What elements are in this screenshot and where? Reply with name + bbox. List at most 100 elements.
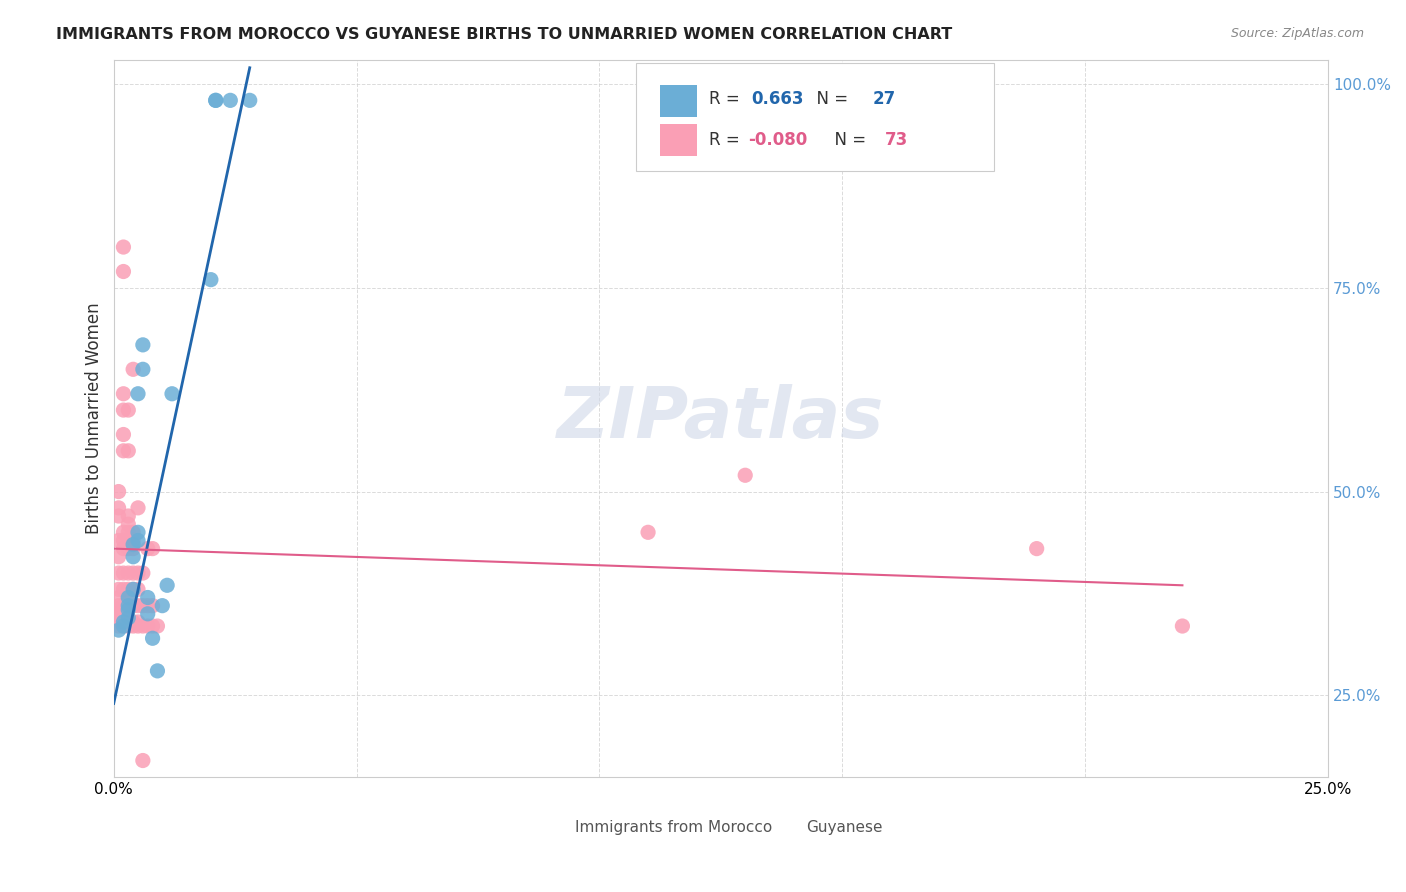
Point bbox=[117, 566, 139, 580]
Point bbox=[112, 533, 135, 548]
Point bbox=[142, 599, 165, 613]
Point bbox=[112, 443, 135, 458]
Point bbox=[142, 619, 165, 633]
Point bbox=[117, 615, 139, 629]
Point bbox=[734, 468, 756, 483]
Point bbox=[122, 362, 145, 376]
Text: IMMIGRANTS FROM MOROCCO VS GUYANESE BIRTHS TO UNMARRIED WOMEN CORRELATION CHART: IMMIGRANTS FROM MOROCCO VS GUYANESE BIRT… bbox=[56, 27, 952, 42]
Point bbox=[117, 508, 139, 523]
Point bbox=[136, 607, 159, 621]
Text: N =: N = bbox=[824, 131, 872, 149]
Point bbox=[132, 754, 155, 768]
Point bbox=[107, 533, 129, 548]
Text: 0.663: 0.663 bbox=[751, 90, 804, 108]
Point bbox=[117, 591, 139, 605]
Point bbox=[637, 525, 659, 540]
Point bbox=[117, 582, 139, 597]
Point bbox=[117, 603, 139, 617]
Point bbox=[112, 240, 135, 254]
Point bbox=[112, 525, 135, 540]
Point bbox=[122, 582, 145, 597]
Point bbox=[122, 582, 145, 597]
Point bbox=[146, 619, 169, 633]
FancyBboxPatch shape bbox=[661, 124, 696, 156]
Point bbox=[142, 632, 165, 646]
Point bbox=[112, 599, 135, 613]
Point bbox=[112, 264, 135, 278]
Point bbox=[122, 525, 145, 540]
Point bbox=[107, 623, 129, 637]
Point bbox=[127, 500, 149, 515]
Text: R =: R = bbox=[709, 131, 745, 149]
Point bbox=[136, 591, 159, 605]
Point bbox=[132, 619, 155, 633]
Point bbox=[239, 94, 262, 108]
Point bbox=[112, 541, 135, 556]
Point bbox=[117, 541, 139, 556]
Point bbox=[219, 94, 242, 108]
Point bbox=[122, 599, 145, 613]
Point bbox=[127, 615, 149, 629]
Point bbox=[117, 517, 139, 532]
Point bbox=[136, 541, 159, 556]
Point bbox=[117, 599, 139, 613]
Point bbox=[112, 615, 135, 629]
FancyBboxPatch shape bbox=[661, 85, 696, 117]
Text: R =: R = bbox=[709, 90, 749, 108]
Point bbox=[117, 599, 139, 613]
Point bbox=[107, 607, 129, 621]
Point bbox=[112, 607, 135, 621]
Point bbox=[132, 599, 155, 613]
Text: N =: N = bbox=[806, 90, 853, 108]
Point bbox=[107, 603, 129, 617]
Point bbox=[122, 533, 145, 548]
Point bbox=[200, 273, 222, 287]
Point bbox=[204, 94, 226, 108]
Point bbox=[122, 537, 145, 551]
Point bbox=[122, 615, 145, 629]
Point bbox=[107, 500, 129, 515]
Point bbox=[136, 619, 159, 633]
Y-axis label: Births to Unmarried Women: Births to Unmarried Women bbox=[86, 302, 103, 534]
Point bbox=[122, 541, 145, 556]
Point bbox=[112, 403, 135, 417]
Point bbox=[117, 619, 139, 633]
Point bbox=[107, 566, 129, 580]
Point bbox=[150, 599, 173, 613]
Point bbox=[117, 533, 139, 548]
Point bbox=[142, 541, 165, 556]
Point bbox=[117, 591, 139, 605]
Point bbox=[107, 549, 129, 564]
Text: 27: 27 bbox=[873, 90, 896, 108]
Point bbox=[136, 599, 159, 613]
Point bbox=[127, 533, 149, 548]
Point bbox=[156, 578, 179, 592]
Point bbox=[112, 615, 135, 629]
Point bbox=[112, 386, 135, 401]
Point bbox=[160, 386, 183, 401]
Point bbox=[107, 599, 129, 613]
Point bbox=[107, 484, 129, 499]
Point bbox=[132, 362, 155, 376]
FancyBboxPatch shape bbox=[496, 815, 546, 836]
Point bbox=[127, 386, 149, 401]
Point bbox=[117, 525, 139, 540]
Point bbox=[107, 615, 129, 629]
FancyBboxPatch shape bbox=[763, 815, 813, 836]
Text: -0.080: -0.080 bbox=[748, 131, 807, 149]
Point bbox=[112, 582, 135, 597]
Text: 73: 73 bbox=[884, 131, 908, 149]
Point bbox=[122, 566, 145, 580]
Point bbox=[1025, 541, 1047, 556]
Point bbox=[112, 619, 135, 633]
Text: ZIPatlas: ZIPatlas bbox=[557, 384, 884, 453]
FancyBboxPatch shape bbox=[636, 63, 994, 170]
Point bbox=[122, 619, 145, 633]
Point bbox=[127, 582, 149, 597]
Text: Source: ZipAtlas.com: Source: ZipAtlas.com bbox=[1230, 27, 1364, 40]
Point bbox=[117, 443, 139, 458]
Point bbox=[117, 403, 139, 417]
Point bbox=[112, 566, 135, 580]
Text: Immigrants from Morocco: Immigrants from Morocco bbox=[575, 820, 772, 835]
Point bbox=[117, 611, 139, 625]
